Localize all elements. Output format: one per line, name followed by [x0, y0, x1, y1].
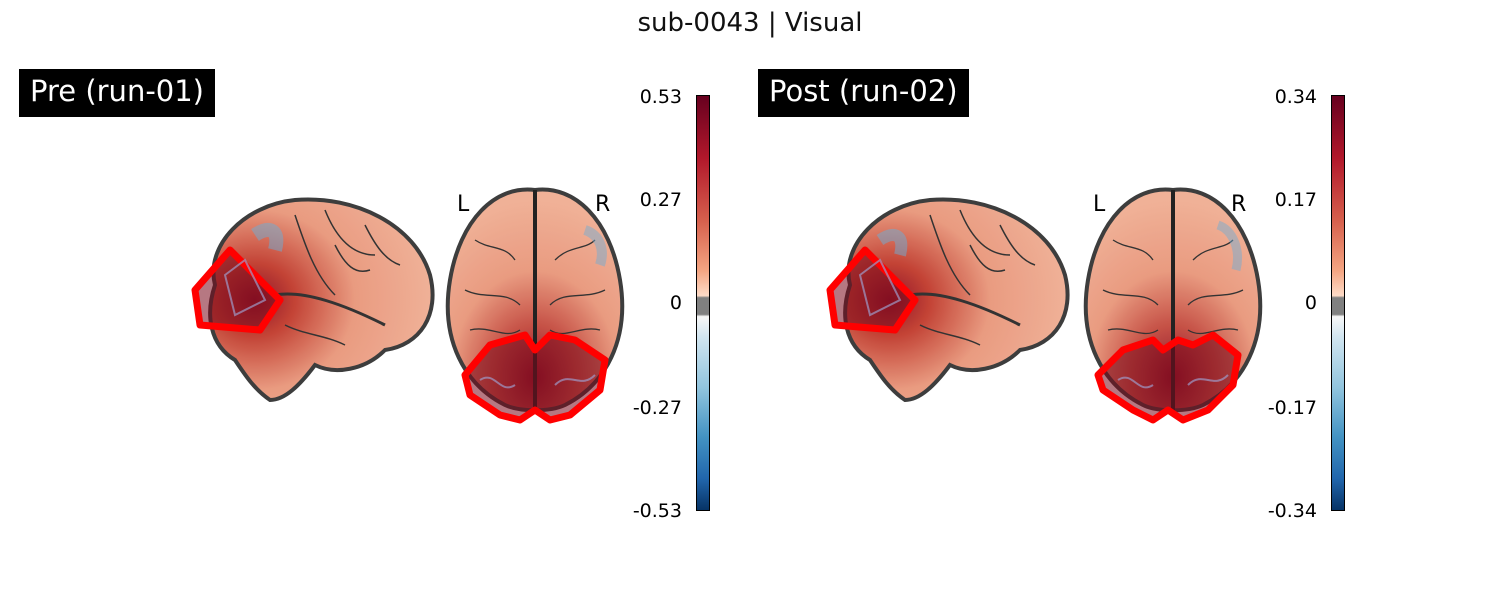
- roi-outline: [1094, 331, 1242, 424]
- panel-post: Post (run-02) L R 0.34 0.17 0 -0.17 -0.3…: [740, 0, 1500, 600]
- colorbar-tick-max: 0.53: [639, 86, 682, 108]
- colorbar-tick-min: -0.34: [1267, 500, 1317, 522]
- colorbar-tick-zero: 0: [669, 292, 682, 314]
- colorbar-tick-min: -0.53: [632, 500, 682, 522]
- colorbar: [696, 95, 710, 511]
- sagittal-brain-view: [826, 197, 1070, 403]
- orientation-left-label: L: [457, 192, 470, 217]
- roi-outline: [191, 246, 284, 334]
- axial-brain-view: L R: [1083, 187, 1263, 424]
- panel-label: Post (run-02): [758, 69, 969, 117]
- sagittal-brain-view: [191, 197, 435, 403]
- orientation-right-label: R: [595, 192, 610, 217]
- axial-brain-view: L R: [445, 187, 625, 424]
- orientation-left-label: L: [1093, 192, 1106, 217]
- roi-outline: [461, 331, 609, 424]
- figure-title: sub-0043 | Visual: [637, 8, 863, 38]
- colorbar-tick-lower: -0.17: [1267, 397, 1317, 419]
- colorbar-tick-zero: 0: [1304, 292, 1317, 314]
- colorbar-tick-max: 0.34: [1274, 86, 1317, 108]
- roi-outline: [826, 246, 919, 334]
- colorbar: [1331, 95, 1345, 511]
- panel-pre: Pre (run-01) L R 0.53 0.27 0 -0.27 -0.53: [19, 69, 710, 522]
- colorbar-tick-upper: 0.27: [639, 189, 682, 211]
- panel-label: Pre (run-01): [19, 69, 215, 117]
- colorbar-tick-lower: -0.27: [632, 397, 682, 419]
- orientation-right-label: R: [1231, 192, 1246, 217]
- colorbar-tick-upper: 0.17: [1274, 189, 1317, 211]
